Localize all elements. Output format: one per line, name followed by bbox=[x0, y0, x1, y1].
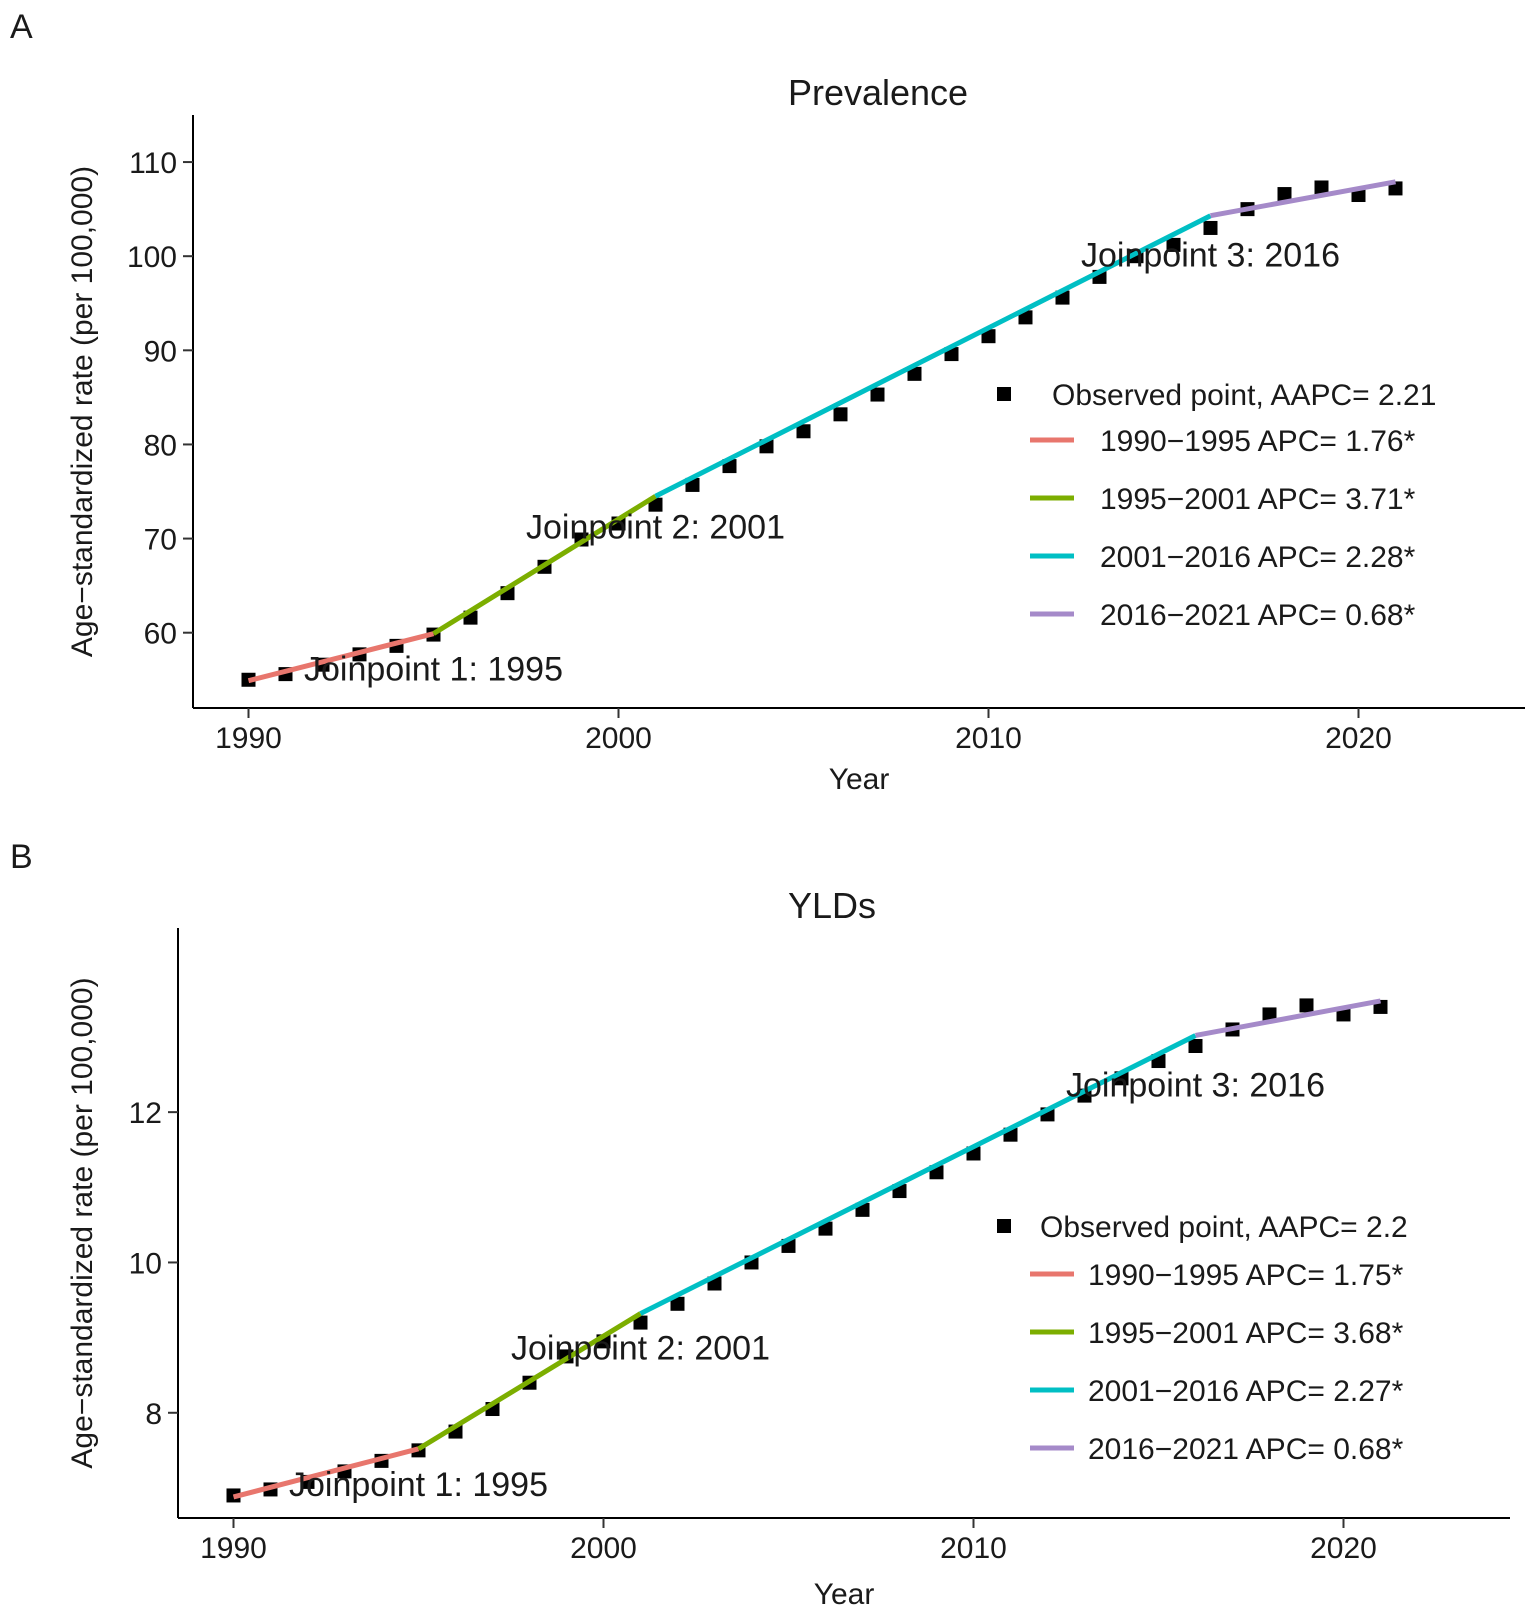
legend: Observed point, AAPC= 2.21 1990−1995 APC=… bbox=[997, 379, 1436, 632]
x-tick-label: 2000 bbox=[570, 1532, 637, 1565]
observed-point bbox=[1262, 1007, 1277, 1022]
observed-point bbox=[633, 1315, 648, 1330]
x-tick-label: 2020 bbox=[1310, 1532, 1377, 1565]
joinpoint-annotation-2: Joinpoint 2: 2001 bbox=[511, 1329, 770, 1367]
x-axis-label: Year bbox=[829, 763, 890, 796]
observed-point bbox=[907, 366, 922, 381]
x-tick-label: 2020 bbox=[1325, 722, 1392, 755]
panel-label: B bbox=[10, 838, 33, 876]
legend-label: 1990−1995 APC= 1.76* bbox=[1100, 425, 1416, 458]
observed-point bbox=[1299, 998, 1314, 1013]
legend-label: 2016−2021 APC= 0.68* bbox=[1088, 1433, 1404, 1466]
segment-line-2016-2021 bbox=[1195, 998, 1381, 1038]
joinpoint-annotation-1: Joinpoint 1: 1995 bbox=[289, 1466, 548, 1504]
y-tick-label: 12 bbox=[129, 1097, 162, 1130]
legend-label: 1995−2001 APC= 3.71* bbox=[1100, 483, 1416, 516]
legend-point-key bbox=[997, 1219, 1011, 1233]
observed-point bbox=[870, 387, 885, 402]
panel-b: B YLDs 8 10 12 1990 2000 2010 2020 Year Age−standa… bbox=[10, 838, 1510, 1611]
observed-point bbox=[833, 407, 848, 422]
legend-label: 1990−1995 APC= 1.75* bbox=[1088, 1259, 1404, 1292]
y-tick-label: 60 bbox=[144, 618, 177, 651]
observed-point bbox=[1018, 310, 1033, 325]
y-tick-label: 90 bbox=[144, 335, 177, 368]
observed-point bbox=[981, 329, 996, 344]
legend-label: 2016−2021 APC= 0.68* bbox=[1100, 599, 1416, 632]
panel-a: A Prevalence 60 70 80 90 100 110 1990 2000 2010 202… bbox=[10, 8, 1525, 796]
legend-point-key bbox=[997, 387, 1011, 401]
chart-title: YLDs bbox=[788, 885, 876, 926]
joinpoint-annotation-1: Joinpoint 1: 1995 bbox=[304, 650, 563, 688]
legend-label: 2001−2016 APC= 2.28* bbox=[1100, 541, 1416, 574]
observed-point bbox=[1314, 180, 1329, 195]
segment-line-2001-2016 bbox=[654, 213, 1212, 499]
segment-line-1990-1995 bbox=[247, 631, 435, 684]
segment-line-2001-2016 bbox=[639, 1033, 1197, 1316]
legend-label: 1995−2001 APC= 3.68* bbox=[1088, 1317, 1404, 1350]
y-axis-label: Age−standardized rate (per 100,000) bbox=[66, 977, 99, 1468]
x-tick-label: 1990 bbox=[200, 1532, 267, 1565]
joinpoint-annotation-3: Joinpoint 3: 2016 bbox=[1066, 1066, 1325, 1104]
segment-line-1995-2001 bbox=[432, 494, 657, 636]
segment-line-2016-2021 bbox=[1210, 179, 1396, 219]
observed-point bbox=[796, 424, 811, 439]
segment-line-1995-2001 bbox=[417, 1311, 642, 1451]
joinpoint-annotation-2: Joinpoint 2: 2001 bbox=[526, 508, 785, 546]
joinpoint-annotation-3: Joinpoint 3: 2016 bbox=[1081, 236, 1340, 274]
observed-point bbox=[1277, 187, 1292, 202]
segment-line-1990-1995 bbox=[232, 1446, 420, 1500]
y-tick-label: 70 bbox=[144, 524, 177, 557]
x-axis-label: Year bbox=[814, 1578, 875, 1611]
x-tick-label: 1990 bbox=[215, 722, 282, 755]
observed-point bbox=[1166, 237, 1181, 252]
legend-label: Observed point, AAPC= 2.2 bbox=[1040, 1211, 1408, 1244]
y-tick-label: 8 bbox=[145, 1398, 162, 1431]
x-tick-label: 2010 bbox=[955, 722, 1022, 755]
y-tick-label: 80 bbox=[144, 429, 177, 462]
observed-point bbox=[670, 1296, 685, 1311]
observed-point bbox=[1203, 220, 1218, 235]
panel-label: A bbox=[10, 8, 33, 46]
legend-label: 2001−2016 APC= 2.27* bbox=[1088, 1375, 1404, 1408]
y-axis-label: Age−standardized rate (per 100,000) bbox=[66, 166, 99, 657]
legend: Observed point, AAPC= 2.2 1990−1995 APC= … bbox=[997, 1211, 1408, 1466]
y-tick-label: 10 bbox=[129, 1247, 162, 1280]
observed-point bbox=[1188, 1039, 1203, 1053]
x-tick-label: 2010 bbox=[940, 1532, 1007, 1565]
legend-label: Observed point, AAPC= 2.21 bbox=[1052, 379, 1436, 412]
y-tick-label: 100 bbox=[127, 241, 177, 274]
chart-title: Prevalence bbox=[788, 72, 968, 113]
x-tick-label: 2000 bbox=[585, 722, 652, 755]
y-tick-label: 110 bbox=[129, 147, 177, 180]
